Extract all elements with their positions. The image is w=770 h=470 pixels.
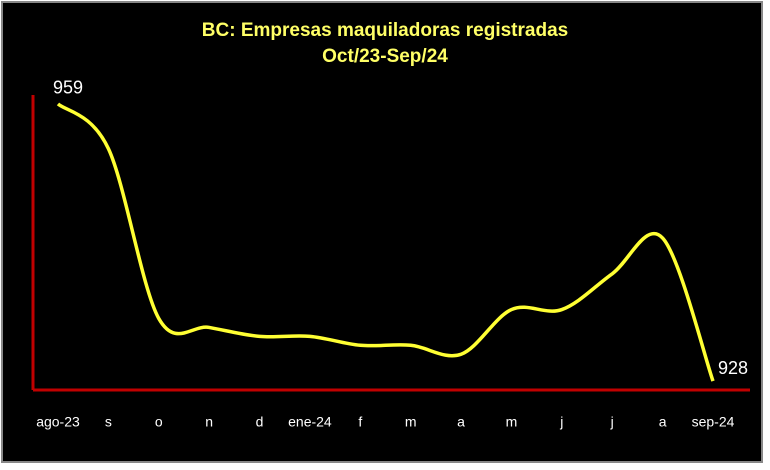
chart-background xyxy=(1,1,763,463)
x-tick-label: a xyxy=(659,414,667,430)
x-tick-label: m xyxy=(405,414,417,430)
chart-subtitle: Oct/23-Sep/24 xyxy=(322,46,448,67)
data-label: 928 xyxy=(718,358,748,378)
x-tick-label: o xyxy=(155,414,163,430)
x-tick-label: d xyxy=(256,414,264,430)
x-tick-label: ene-24 xyxy=(288,414,332,430)
data-line xyxy=(56,102,715,382)
x-tick-label: ago-23 xyxy=(36,414,80,430)
x-tick-label: sep-24 xyxy=(692,414,735,430)
x-tick-label: j xyxy=(610,414,614,430)
x-tick-label: j xyxy=(559,414,563,430)
x-tick-label: a xyxy=(457,414,465,430)
x-tick-label: n xyxy=(205,414,213,430)
x-tick-label: m xyxy=(506,414,518,430)
chart-title: BC: Empresas maquiladoras registradas xyxy=(202,20,568,41)
data-label: 959 xyxy=(53,78,83,98)
x-tick-label: f xyxy=(358,414,362,430)
x-tick-label: s xyxy=(105,414,112,430)
